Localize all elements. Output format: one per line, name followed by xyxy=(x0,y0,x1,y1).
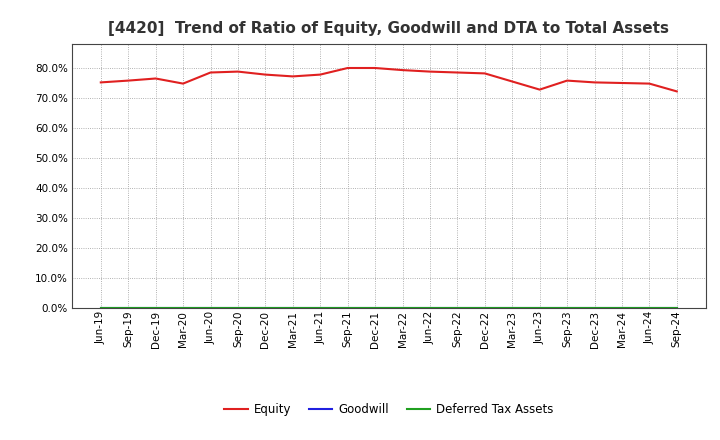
Deferred Tax Assets xyxy=(536,305,544,311)
Goodwill xyxy=(426,305,434,311)
Deferred Tax Assets xyxy=(124,305,132,311)
Deferred Tax Assets xyxy=(426,305,434,311)
Equity xyxy=(426,69,434,74)
Equity xyxy=(398,67,407,73)
Equity xyxy=(453,70,462,75)
Goodwill xyxy=(96,305,105,311)
Deferred Tax Assets xyxy=(563,305,572,311)
Deferred Tax Assets xyxy=(343,305,352,311)
Equity xyxy=(316,72,325,77)
Equity xyxy=(371,66,379,71)
Title: [4420]  Trend of Ratio of Equity, Goodwill and DTA to Total Assets: [4420] Trend of Ratio of Equity, Goodwil… xyxy=(108,21,670,36)
Goodwill xyxy=(179,305,187,311)
Equity xyxy=(96,80,105,85)
Deferred Tax Assets xyxy=(151,305,160,311)
Goodwill xyxy=(261,305,270,311)
Equity xyxy=(233,69,242,74)
Deferred Tax Assets xyxy=(96,305,105,311)
Goodwill xyxy=(672,305,681,311)
Deferred Tax Assets xyxy=(480,305,489,311)
Goodwill xyxy=(508,305,516,311)
Equity xyxy=(590,80,599,85)
Equity xyxy=(536,87,544,92)
Deferred Tax Assets xyxy=(289,305,297,311)
Goodwill xyxy=(453,305,462,311)
Deferred Tax Assets xyxy=(206,305,215,311)
Deferred Tax Assets xyxy=(672,305,681,311)
Deferred Tax Assets xyxy=(398,305,407,311)
Goodwill xyxy=(289,305,297,311)
Goodwill xyxy=(536,305,544,311)
Goodwill xyxy=(563,305,572,311)
Equity xyxy=(124,78,132,83)
Deferred Tax Assets xyxy=(590,305,599,311)
Equity xyxy=(508,79,516,84)
Goodwill xyxy=(618,305,626,311)
Deferred Tax Assets xyxy=(316,305,325,311)
Goodwill xyxy=(590,305,599,311)
Deferred Tax Assets xyxy=(179,305,187,311)
Goodwill xyxy=(233,305,242,311)
Equity xyxy=(289,74,297,79)
Deferred Tax Assets xyxy=(508,305,516,311)
Equity xyxy=(672,89,681,94)
Goodwill xyxy=(151,305,160,311)
Goodwill xyxy=(398,305,407,311)
Equity xyxy=(618,81,626,86)
Equity xyxy=(480,71,489,76)
Deferred Tax Assets xyxy=(261,305,270,311)
Goodwill xyxy=(645,305,654,311)
Deferred Tax Assets xyxy=(645,305,654,311)
Line: Equity: Equity xyxy=(101,68,677,92)
Goodwill xyxy=(206,305,215,311)
Goodwill xyxy=(343,305,352,311)
Goodwill xyxy=(371,305,379,311)
Equity xyxy=(206,70,215,75)
Deferred Tax Assets xyxy=(453,305,462,311)
Deferred Tax Assets xyxy=(371,305,379,311)
Deferred Tax Assets xyxy=(618,305,626,311)
Equity xyxy=(645,81,654,86)
Equity xyxy=(261,72,270,77)
Equity xyxy=(179,81,187,86)
Goodwill xyxy=(480,305,489,311)
Goodwill xyxy=(124,305,132,311)
Legend: Equity, Goodwill, Deferred Tax Assets: Equity, Goodwill, Deferred Tax Assets xyxy=(220,398,558,421)
Equity xyxy=(151,76,160,81)
Goodwill xyxy=(316,305,325,311)
Equity xyxy=(343,66,352,71)
Equity xyxy=(563,78,572,83)
Deferred Tax Assets xyxy=(233,305,242,311)
